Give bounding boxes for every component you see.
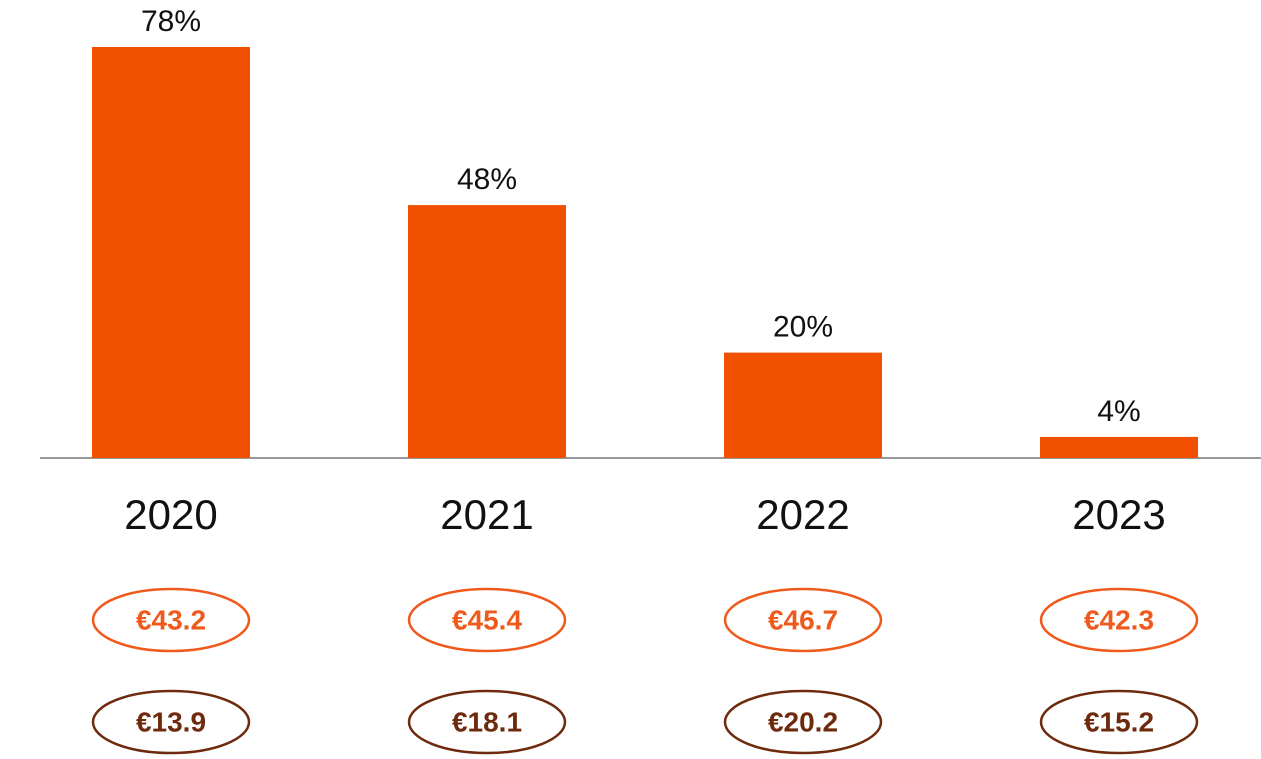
- euro-label: €42.3: [1084, 604, 1154, 635]
- value-ellipse: [723, 689, 883, 755]
- value-label: 78%: [141, 5, 201, 38]
- x-tick-label: 2020: [124, 491, 217, 538]
- bar: [724, 352, 882, 458]
- value-ellipse: [1039, 587, 1199, 653]
- bar: [1040, 436, 1198, 458]
- bar: [92, 47, 250, 458]
- value-label: 4%: [1097, 395, 1140, 428]
- value-ellipse: [1039, 689, 1199, 755]
- euro-label: €46.7: [768, 604, 838, 635]
- x-tick-label: 2022: [756, 491, 849, 538]
- x-tick-label: 2021: [440, 491, 533, 538]
- value-ellipse: [91, 689, 251, 755]
- value-ellipse: [407, 689, 567, 755]
- euro-label: €18.1: [452, 706, 522, 737]
- value-label: 48%: [457, 163, 517, 196]
- value-ellipse: [407, 587, 567, 653]
- euro-label: €15.2: [1084, 706, 1154, 737]
- euro-label: €13.9: [136, 706, 206, 737]
- euro-label: €45.4: [452, 604, 522, 635]
- value-ellipse: [723, 587, 883, 653]
- bar: [408, 205, 566, 458]
- value-label: 20%: [773, 311, 833, 344]
- value-ellipse: [91, 587, 251, 653]
- euro-label: €20.2: [768, 706, 838, 737]
- x-tick-label: 2023: [1072, 491, 1165, 538]
- euro-label: €43.2: [136, 604, 206, 635]
